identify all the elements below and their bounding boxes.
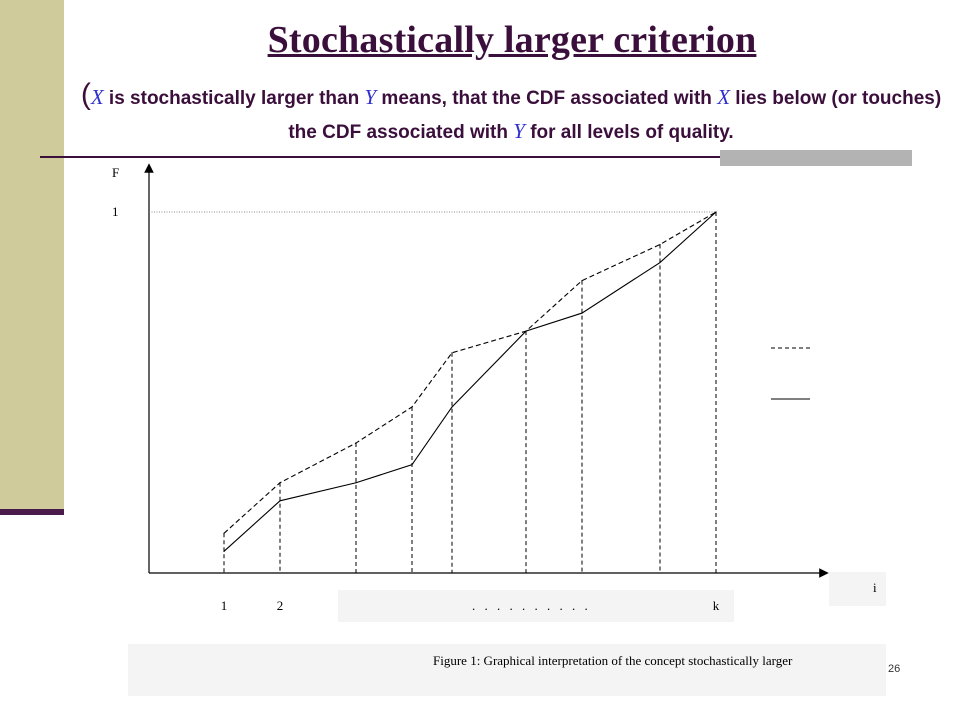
page-number: 26 bbox=[888, 663, 901, 675]
solid-series-point bbox=[715, 211, 717, 213]
x-label-background bbox=[829, 572, 886, 606]
x-axis-label: i bbox=[873, 580, 877, 595]
y-axis-label: F bbox=[112, 165, 119, 180]
y-tick-label-1: 1 bbox=[112, 204, 119, 219]
dashed-series-point bbox=[279, 482, 281, 484]
x-tick-label-2: 2 bbox=[277, 598, 284, 613]
solid-series-point bbox=[279, 500, 281, 502]
subtitle-text-2: means, that the CDF associated with bbox=[376, 88, 718, 109]
subtitle-var-y: Y bbox=[364, 85, 377, 109]
dashed-series-point bbox=[451, 352, 453, 354]
x-tick-label-k: k bbox=[713, 598, 720, 613]
solid-series-point bbox=[659, 261, 661, 264]
slide-title: Stochastically larger criterion bbox=[267, 19, 757, 61]
solid-series-point bbox=[581, 312, 583, 314]
x-tick-ellipsis: . . . . . . . . . . bbox=[472, 598, 591, 613]
dashed-series-point bbox=[581, 279, 583, 282]
dashed-series-point bbox=[355, 442, 357, 444]
figure-caption: Figure 1: Graphical interpretation of th… bbox=[433, 653, 793, 668]
x-ellipsis-background bbox=[338, 590, 734, 622]
solid-series-point bbox=[525, 330, 527, 332]
series-line-dashed bbox=[223, 211, 717, 534]
dashed-series-point bbox=[223, 532, 225, 534]
solid-series-point bbox=[355, 482, 357, 484]
subtitle-text-3: lies below (or touches) the CDF associat… bbox=[288, 88, 942, 143]
title-divider bbox=[40, 156, 912, 158]
cdf-chart: F 1 i 1 2 k . . . . . . . . . . bbox=[112, 163, 886, 622]
solid-series-point bbox=[451, 406, 453, 408]
solid-series-point bbox=[411, 464, 413, 466]
x-tick-label-1: 1 bbox=[221, 598, 228, 613]
subtitle-text-4: for all levels of quality. bbox=[524, 122, 734, 143]
subtitle-var-y-2: Y bbox=[513, 119, 525, 143]
subtitle-open-paren: ( bbox=[80, 78, 91, 111]
series-points bbox=[223, 211, 717, 552]
subtitle-var-x-2: X bbox=[717, 85, 731, 109]
series-line-solid bbox=[223, 211, 717, 552]
sidebar-accent-bar bbox=[0, 509, 64, 515]
caption-background bbox=[128, 644, 886, 696]
dashed-series-point bbox=[411, 406, 413, 408]
drop-lines bbox=[223, 212, 717, 573]
dashed-series-point bbox=[659, 243, 661, 246]
sidebar-decoration bbox=[0, 0, 64, 512]
subtitle-var-x: X bbox=[90, 85, 104, 109]
solid-series-point bbox=[223, 550, 225, 552]
slide-subtitle: (X is stochastically larger than Y means… bbox=[76, 78, 946, 149]
title-divider-accent bbox=[720, 150, 912, 166]
subtitle-text-1: is stochastically larger than bbox=[103, 88, 365, 109]
